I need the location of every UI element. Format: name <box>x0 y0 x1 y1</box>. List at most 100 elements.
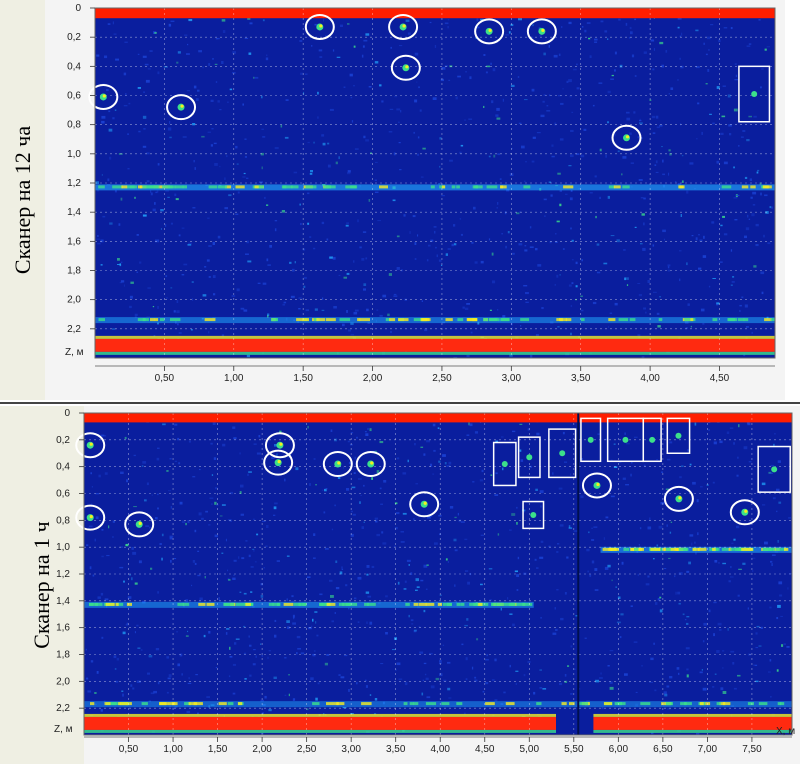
texture-speck <box>624 673 628 676</box>
texture-speck <box>570 332 572 336</box>
texture-speck <box>253 76 255 79</box>
texture-speck <box>115 58 119 61</box>
reflection-band <box>84 701 792 708</box>
texture-speck <box>575 153 580 156</box>
texture-speck <box>614 69 616 72</box>
texture-speck <box>369 621 373 625</box>
texture-speck <box>414 258 417 260</box>
texture-speck <box>94 703 97 705</box>
texture-speck <box>113 655 117 659</box>
texture-speck <box>573 68 577 71</box>
texture-speck <box>167 127 172 131</box>
texture-speck <box>227 569 229 572</box>
texture-speck <box>639 118 641 121</box>
x-tick-label: 4,50 <box>475 744 495 755</box>
texture-speck <box>553 54 558 58</box>
texture-speck <box>731 705 734 707</box>
reflection-band-speck <box>413 702 419 706</box>
texture-speck <box>659 596 662 599</box>
texture-speck <box>321 221 325 225</box>
texture-speck <box>454 516 457 519</box>
texture-speck <box>571 239 574 242</box>
reflection-band-speck <box>184 702 191 706</box>
anomaly-circle-mark <box>611 124 642 151</box>
texture-speck <box>198 50 202 53</box>
texture-speck <box>101 529 104 531</box>
reflection-band-speck <box>364 602 369 606</box>
texture-speck <box>248 554 251 558</box>
texture-speck <box>594 38 598 41</box>
texture-speck <box>729 427 734 429</box>
texture-speck <box>578 688 581 690</box>
reflection-band-speck <box>678 547 687 551</box>
texture-speck <box>663 568 667 569</box>
texture-speck <box>194 167 196 170</box>
texture-speck <box>119 281 123 284</box>
texture-speck <box>789 573 792 575</box>
texture-speck <box>296 635 301 639</box>
reflection-band-speck <box>650 547 661 551</box>
texture-speck <box>667 266 670 269</box>
reflection-band-speck <box>743 318 749 322</box>
texture-speck <box>558 95 562 97</box>
texture-speck <box>755 680 759 683</box>
texture-speck <box>464 624 468 627</box>
texture-speck <box>363 288 366 291</box>
texture-speck <box>188 677 190 680</box>
texture-speck <box>667 269 671 272</box>
texture-speck <box>570 227 572 230</box>
texture-speck <box>170 287 173 289</box>
reflection-band-speck <box>151 185 158 189</box>
texture-speck <box>101 636 104 639</box>
reflection-band-speck <box>237 702 243 706</box>
texture-speck <box>439 137 442 140</box>
texture-speck <box>237 191 240 194</box>
texture-speck <box>341 566 343 569</box>
texture-speck <box>551 144 554 147</box>
texture-speck <box>227 101 229 103</box>
texture-speck <box>87 690 92 693</box>
texture-speck <box>174 705 178 708</box>
texture-speck <box>299 40 303 42</box>
texture-speck <box>298 308 301 310</box>
reflection-band-speck <box>116 602 124 606</box>
texture-speck <box>243 592 247 595</box>
texture-speck <box>353 85 355 87</box>
texture-speck <box>534 558 537 561</box>
reflection-band-speck <box>698 547 707 551</box>
texture-speck <box>419 651 424 654</box>
texture-speck <box>505 245 507 249</box>
texture-speck <box>586 22 591 24</box>
texture-speck <box>262 520 266 522</box>
texture-speck <box>465 71 467 73</box>
texture-speck <box>492 68 496 72</box>
z-tick-label: 2,0 <box>67 295 81 306</box>
anomaly-circle-mark <box>390 54 421 81</box>
texture-speck <box>620 613 624 616</box>
texture-speck <box>266 54 268 57</box>
reflection-band-speck <box>258 185 264 189</box>
texture-speck <box>155 191 158 194</box>
reflection-band-speck <box>204 318 216 322</box>
texture-speck <box>107 178 110 182</box>
texture-speck <box>103 435 106 437</box>
texture-speck <box>490 474 493 476</box>
texture-speck <box>269 244 272 248</box>
reflection-band-speck <box>316 318 325 322</box>
texture-speck <box>265 545 268 547</box>
texture-speck <box>309 173 313 175</box>
texture-speck <box>101 115 106 119</box>
texture-speck <box>446 465 451 467</box>
texture-speck <box>657 325 661 328</box>
anomaly-blob <box>501 460 508 467</box>
anomaly-circle-mark <box>355 450 386 477</box>
texture-speck <box>122 631 126 635</box>
texture-speck <box>732 276 735 278</box>
reflection-band-speck <box>684 547 689 551</box>
reflection-band-speck <box>283 602 294 606</box>
texture-speck <box>144 63 149 66</box>
texture-speck <box>685 327 688 330</box>
texture-speck <box>667 264 671 267</box>
texture-speck <box>131 577 133 581</box>
reflection-band-speck <box>758 702 768 706</box>
